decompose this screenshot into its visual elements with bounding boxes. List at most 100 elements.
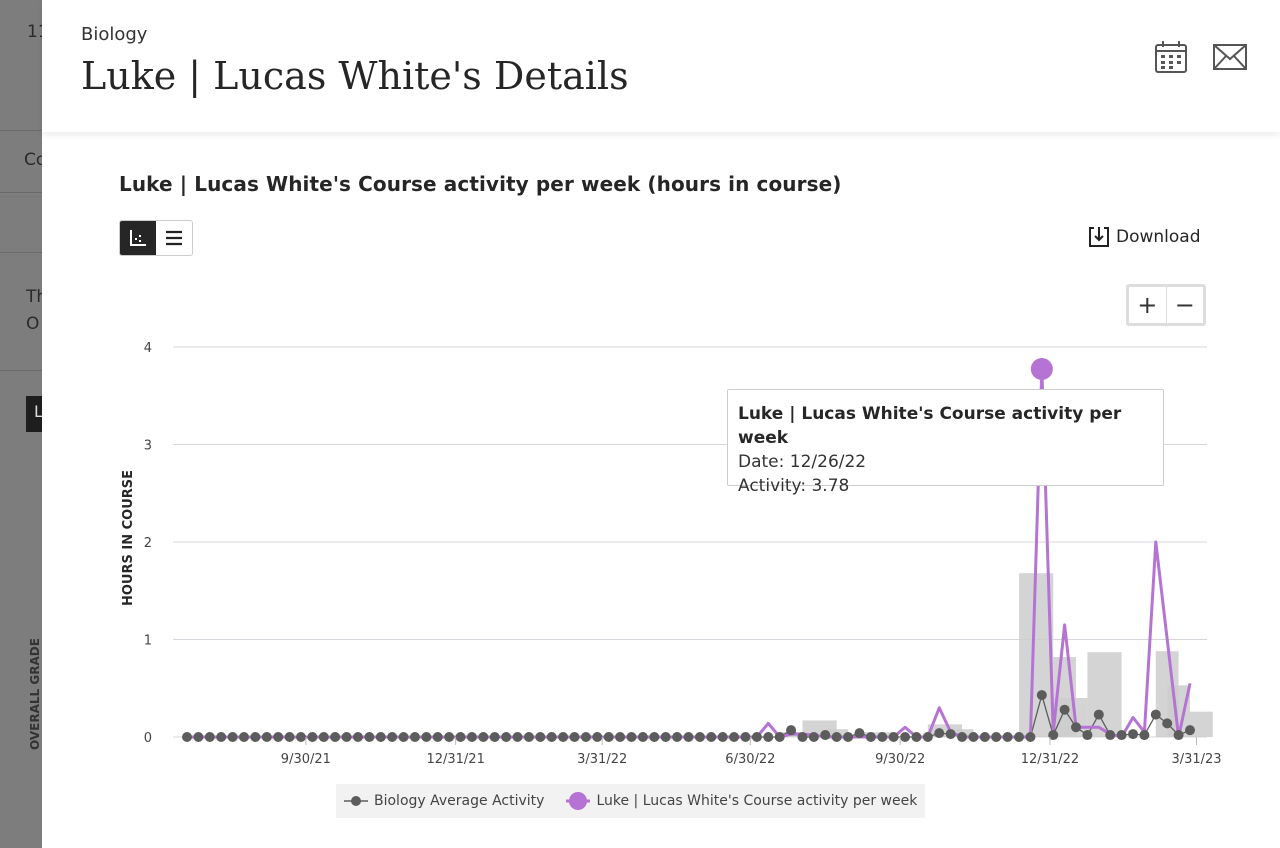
chart-view-icon[interactable] [120, 221, 156, 255]
bg-text: Th [26, 287, 42, 307]
download-label: Download [1116, 227, 1201, 247]
average-point [546, 732, 557, 742]
average-point [831, 732, 842, 742]
average-point [922, 732, 933, 742]
average-point [523, 732, 534, 742]
average-point [444, 732, 455, 742]
average-point [706, 732, 717, 742]
y-tick-label: 2 [144, 536, 152, 551]
average-point [774, 732, 785, 742]
panel-header: Biology Luke | Lucas White's Details [42, 0, 1280, 132]
x-tick-label: 12/31/22 [1021, 752, 1079, 767]
legend-label: Biology Average Activity [374, 793, 545, 809]
average-point [660, 732, 671, 742]
average-point [193, 732, 204, 742]
average-point [1059, 704, 1070, 715]
y-tick-label: 3 [144, 439, 152, 454]
average-point [307, 732, 318, 742]
average-point [717, 732, 728, 742]
download-icon [1089, 227, 1109, 247]
average-point [466, 732, 477, 742]
average-point [592, 732, 603, 742]
average-point [808, 732, 819, 742]
background-page: 11 Co Th O L OVERALL GRADE [0, 0, 42, 848]
average-point [216, 732, 227, 742]
highlighted-point [1030, 358, 1053, 380]
average-point [1185, 725, 1195, 736]
average-point [900, 732, 911, 742]
average-point [295, 732, 306, 742]
average-point [364, 732, 375, 742]
average-point [888, 732, 899, 742]
mail-icon[interactable] [1213, 44, 1247, 74]
bg-text: Co [24, 150, 42, 170]
average-point [1071, 722, 1082, 733]
average-point [580, 732, 591, 742]
activity-bar [1087, 652, 1122, 737]
legend-item-student[interactable]: Luke | Lucas White's Course activity per… [566, 791, 917, 811]
average-point [1025, 732, 1036, 742]
y-tick-label: 0 [144, 731, 152, 746]
average-point [968, 732, 979, 742]
legend-label: Luke | Lucas White's Course activity per… [596, 793, 918, 809]
download-button[interactable]: Download [1088, 226, 1201, 248]
average-point [1173, 730, 1184, 741]
average-point [432, 732, 443, 742]
average-point [501, 732, 512, 742]
average-point [1093, 709, 1104, 720]
chart-legend: Biology Average Activity Luke | Lucas Wh… [336, 784, 926, 818]
calendar-icon[interactable] [1154, 40, 1188, 78]
average-point [615, 732, 626, 742]
average-point [1128, 729, 1139, 740]
average-point [786, 725, 797, 736]
average-point [683, 732, 694, 742]
tooltip-title: Luke | Lucas White's Course activity per… [738, 404, 1122, 448]
average-point [694, 732, 705, 742]
list-view-icon[interactable] [156, 221, 192, 255]
x-tick-label: 12/31/21 [426, 752, 484, 767]
average-point [261, 732, 272, 742]
average-point [797, 732, 808, 742]
average-point [227, 732, 238, 742]
average-point [478, 732, 489, 742]
average-point [865, 732, 876, 742]
x-tick-label: 3/31/22 [577, 752, 627, 767]
average-point [1150, 709, 1161, 720]
average-point [318, 732, 329, 742]
average-point [934, 728, 945, 739]
average-point [409, 732, 420, 742]
average-point [854, 728, 865, 739]
average-point [1014, 732, 1025, 742]
average-point [341, 732, 352, 742]
bg-text: O [26, 314, 40, 334]
average-point [558, 732, 569, 742]
average-point [751, 732, 762, 742]
average-point [330, 732, 341, 742]
y-tick-label: 4 [144, 341, 152, 356]
chart-tooltip: Luke | Lucas White's Course activity per… [727, 389, 1164, 496]
zoom-out-button[interactable]: − [1174, 291, 1195, 319]
average-point [398, 732, 409, 742]
chart-title: Luke | Lucas White's Course activity per… [119, 172, 842, 196]
average-point [911, 732, 922, 742]
average-point [455, 732, 466, 742]
y-axis-label: HOURS IN COURSE [121, 470, 136, 606]
average-point [672, 732, 683, 742]
average-point [991, 732, 1002, 742]
bg-text: 11 [27, 22, 42, 42]
average-point [273, 732, 284, 742]
tooltip-activity: Activity: 3.78 [738, 476, 850, 496]
y-tick-label: 1 [144, 634, 152, 649]
average-point [421, 732, 432, 742]
x-tick-label: 9/30/21 [281, 752, 331, 767]
legend-item-average[interactable]: Biology Average Activity [344, 793, 544, 809]
average-point [843, 732, 854, 742]
zoom-in-button[interactable]: + [1129, 287, 1167, 323]
average-point [957, 732, 968, 742]
x-tick-label: 3/31/23 [1171, 752, 1221, 767]
zoom-controls: + − [1126, 284, 1206, 326]
tooltip-date: Date: 12/26/22 [738, 452, 867, 472]
average-point [182, 732, 192, 742]
average-point [1162, 718, 1173, 729]
average-point [626, 732, 637, 742]
